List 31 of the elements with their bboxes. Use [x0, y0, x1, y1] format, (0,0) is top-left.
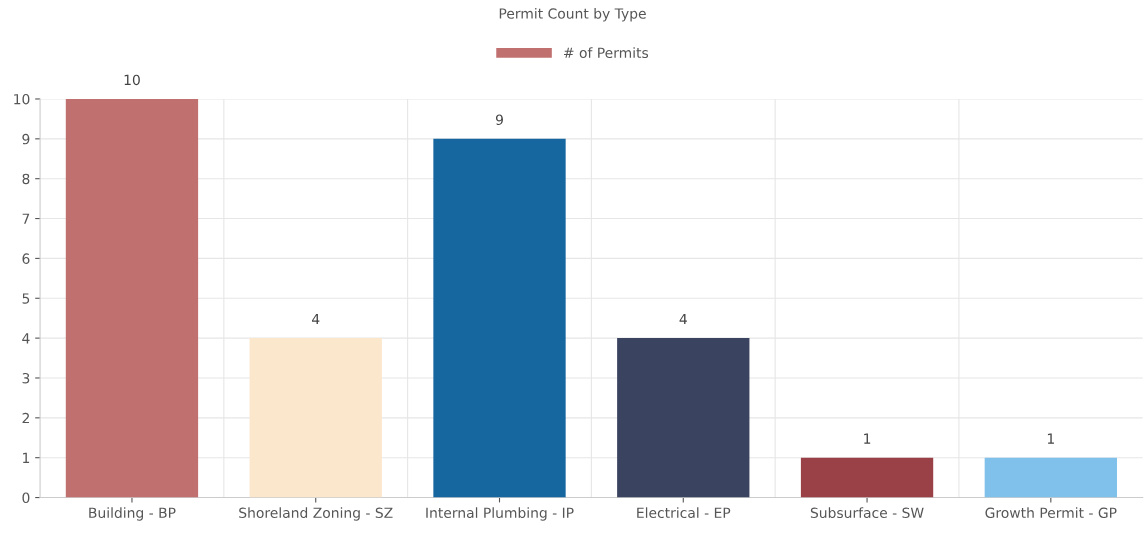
y-tick-label: 10: [14, 93, 30, 105]
y-tick-label: 2: [22, 412, 29, 424]
bar: [617, 338, 750, 498]
x-tick-label: Building - BP: [89, 507, 176, 521]
y-tick-label: 4: [22, 333, 30, 344]
x-tick-label: Electrical - EP: [637, 507, 731, 519]
data-label: 10: [124, 74, 140, 86]
y-tick-label: 3: [22, 372, 30, 384]
bar: [984, 457, 1117, 498]
y-tick-label: 6: [22, 253, 30, 264]
x-tick-label: Subsurface - SW: [810, 507, 924, 519]
y-tick-label: 1: [23, 452, 30, 463]
data-label: 1: [1047, 433, 1054, 444]
data-label: 9: [495, 114, 503, 126]
x-tick-label: Shoreland Zoning - SZ: [239, 507, 393, 521]
x-tick-label: Internal Plumbing - IP: [426, 507, 574, 521]
bar: [800, 457, 934, 498]
bar: [433, 138, 566, 498]
data-label: 4: [311, 313, 320, 325]
y-tick-label: 9: [22, 133, 30, 145]
y-tick-label: 8: [22, 173, 30, 185]
bar: [65, 98, 199, 498]
chart-title: Permit Count by Type: [499, 8, 646, 22]
y-tick-label: 7: [22, 213, 30, 224]
y-tick-label: 5: [22, 293, 30, 304]
legend-label: # of Permits: [564, 47, 649, 59]
bar: [249, 338, 382, 498]
y-tick-label: 0: [22, 492, 30, 504]
data-label: 4: [679, 313, 687, 325]
x-tick-label: Growth Permit - GP: [985, 507, 1117, 519]
data-label: 1: [864, 433, 871, 444]
